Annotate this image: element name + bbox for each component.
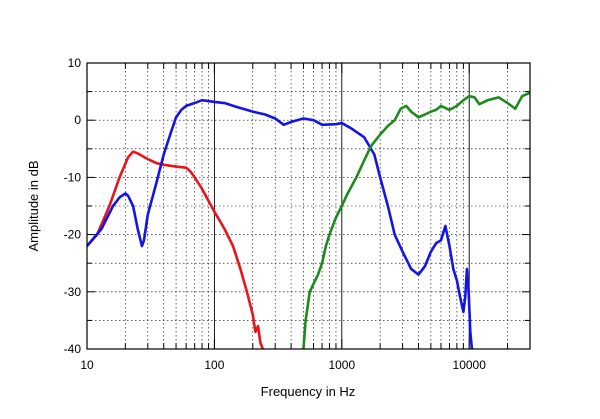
x-axis-title: Frequency in Hz — [261, 384, 356, 399]
x-tick-label: 10 — [80, 358, 94, 372]
y-tick-label: 0 — [74, 113, 81, 127]
y-tick-label: -40 — [64, 342, 82, 356]
y-tick-label: -30 — [64, 285, 82, 299]
y-axis-title: Amplitude in dB — [26, 160, 41, 251]
x-tick-label: 10000 — [453, 358, 487, 372]
series-layer — [87, 91, 530, 349]
y-tick-label: -10 — [64, 170, 82, 184]
red-response-line — [87, 150, 265, 349]
plot-frame — [86, 62, 531, 350]
x-tick-label: 100 — [204, 358, 224, 372]
y-tick-label: -20 — [64, 228, 82, 242]
blue-response-line — [87, 98, 474, 349]
y-tick-label: 10 — [68, 56, 82, 70]
x-tick-label: 1000 — [328, 358, 355, 372]
green-response-line — [302, 91, 530, 349]
